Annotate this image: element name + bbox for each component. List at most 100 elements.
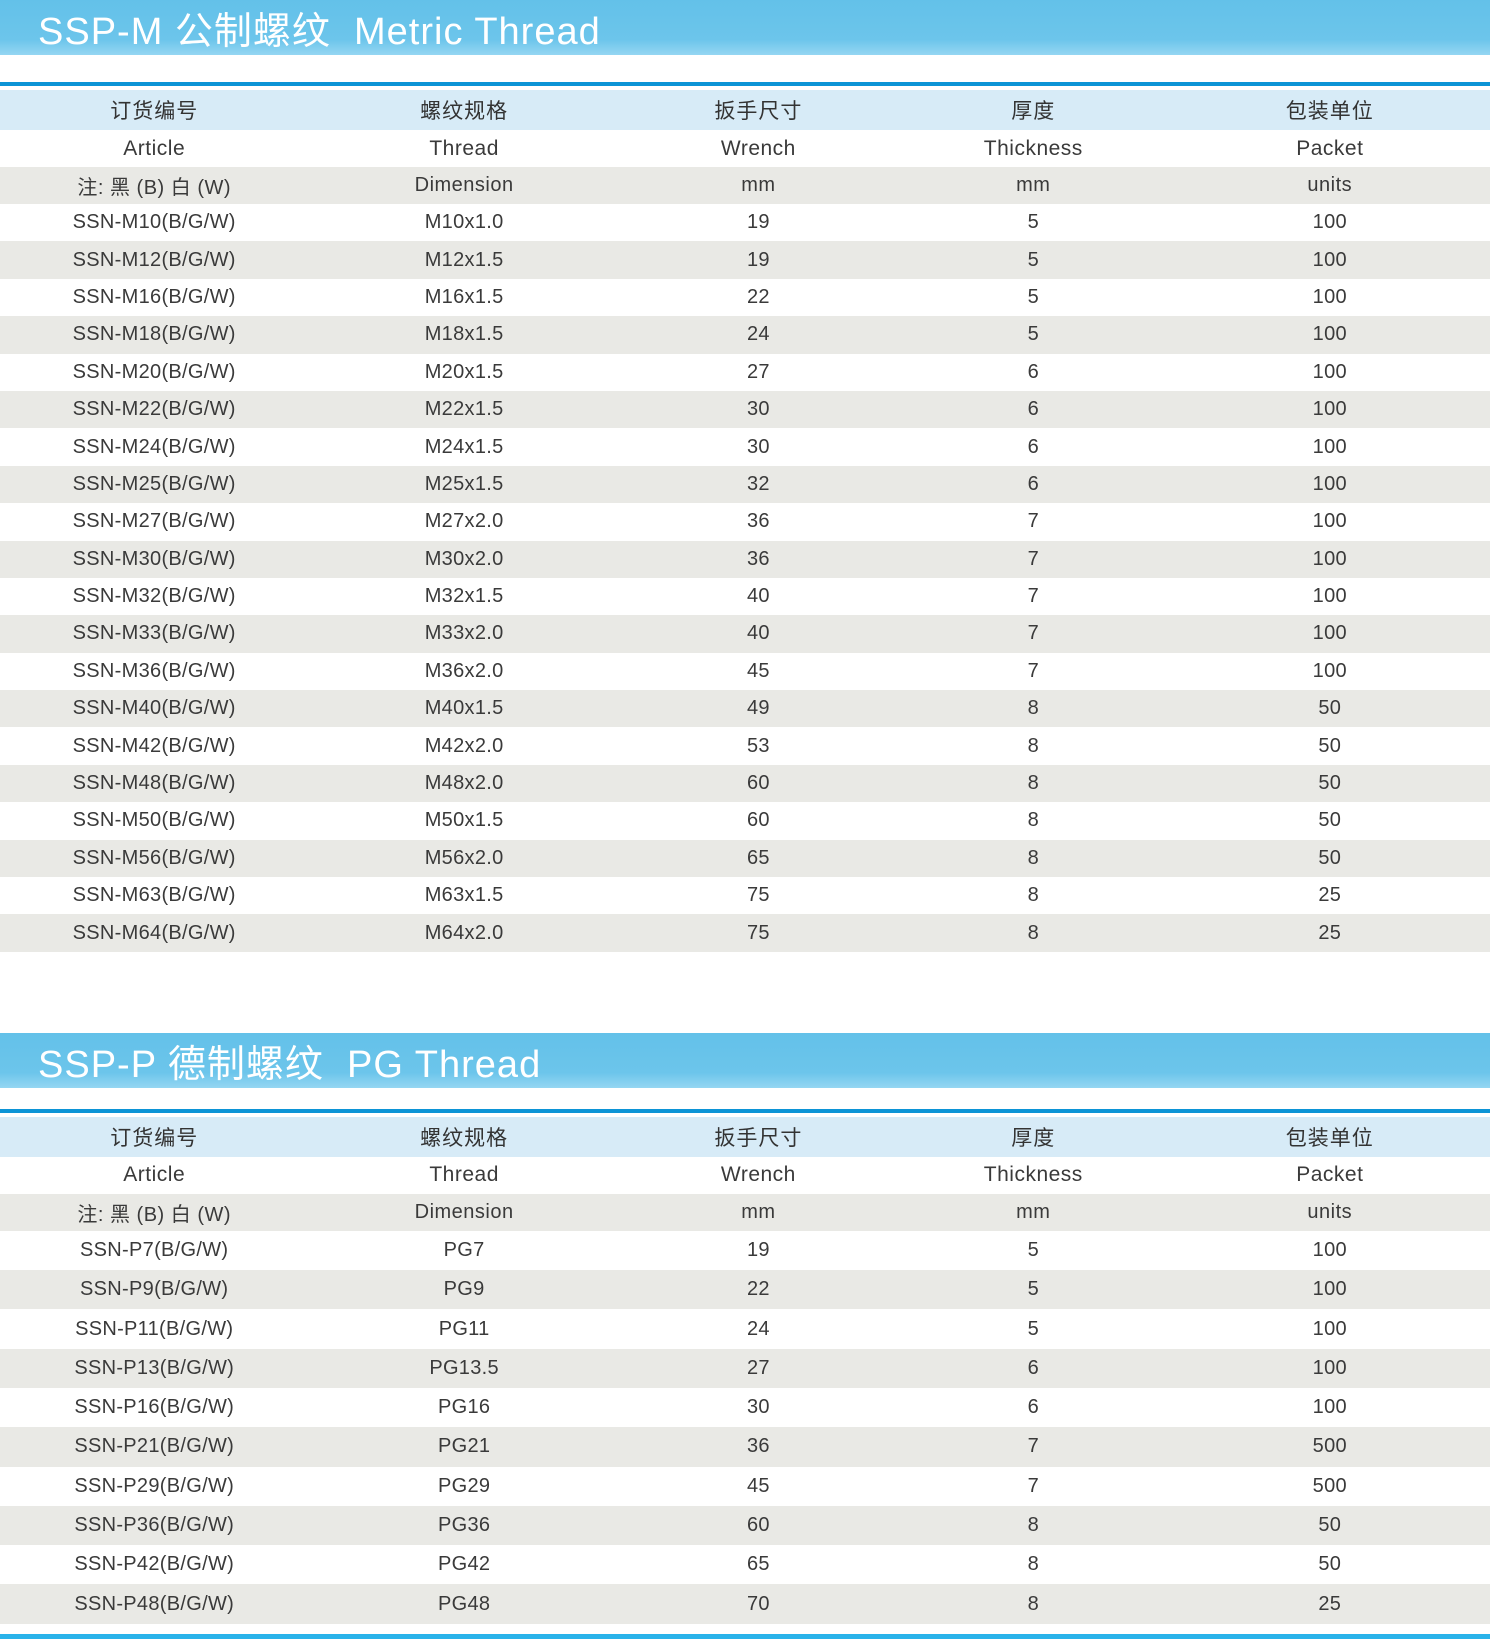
cell-packet-units: 100 [1312,1396,1347,1419]
col-header-thread-zh: 螺纹规格 [420,100,509,123]
cell-thread-dimension: M24x1.5 [424,435,504,458]
cell-thickness: 7 [1027,659,1039,682]
cell-packet-units: 50 [1318,846,1342,869]
col-header-packet-en: Packet [1296,1163,1364,1187]
cell-packet-units: 100 [1312,659,1347,682]
table-row: SSN-M10(B/G/W) M10x1.0 19 5 100 [0,204,1490,242]
cell-thread-dimension: M64x2.0 [424,921,504,944]
cell-thread-dimension: PG36 [437,1514,491,1537]
cell-article: SSN-P42(B/G/W) [74,1553,235,1576]
cell-thread-dimension: M36x2.0 [424,659,504,682]
col-header-dimension: Dimension [414,1200,514,1223]
cell-packet-units: 100 [1312,1356,1347,1379]
table-row: SSN-P42(B/G/W) PG42 65 8 50 [0,1545,1490,1585]
metric-thread-table: 订货编号 螺纹规格 扳手尺寸 厚度 包装单位 Article Thread Wr… [0,90,1490,952]
col-header-packet-zh: 包装单位 [1285,100,1374,123]
cell-wrench-size: 60 [746,1514,770,1537]
cell-wrench-size: 24 [746,1317,770,1340]
table-row: SSN-P7(B/G/W) PG7 19 5 100 [0,1230,1490,1271]
pg-divider-line [0,1108,1490,1113]
cell-thread-dimension: PG42 [437,1553,491,1576]
cell-thickness: 8 [1027,772,1039,795]
cell-thickness: 5 [1027,323,1039,346]
table-row: SSN-M30(B/G/W) M30x2.0 36 7 100 [0,540,1490,578]
cell-thread-dimension: PG29 [437,1474,491,1497]
cell-wrench-size: 36 [746,510,770,533]
cell-packet-units: 100 [1312,323,1347,346]
cell-article: SSN-M40(B/G/W) [72,697,236,720]
cell-thread-dimension: M12x1.5 [424,248,504,271]
cell-thickness: 7 [1027,547,1039,570]
cell-wrench-size: 22 [746,1278,770,1301]
cell-wrench-size: 49 [746,697,770,720]
cell-thread-dimension: PG48 [437,1592,491,1615]
col-header-thickness-en: Thickness [983,1163,1083,1187]
col-header-thread-en: Thread [429,136,499,160]
cell-article: SSN-P16(B/G/W) [74,1396,235,1419]
cell-thread-dimension: M10x1.0 [424,211,504,234]
col-header-thickness-unit: mm [1016,1200,1051,1223]
table-row: SSN-P48(B/G/W) PG48 70 8 25 [0,1584,1490,1624]
cell-thread-dimension: PG16 [437,1396,491,1419]
cell-wrench-size: 60 [746,809,770,832]
cell-article: SSN-P29(B/G/W) [74,1474,235,1497]
cell-article: SSN-P21(B/G/W) [74,1435,235,1458]
cell-article: SSN-P7(B/G/W) [80,1238,229,1261]
cell-article: SSN-M18(B/G/W) [72,323,236,346]
cell-packet-units: 50 [1318,809,1342,832]
cell-packet-units: 50 [1318,697,1342,720]
cell-wrench-size: 30 [746,435,770,458]
metric-divider-line [0,82,1490,86]
table-row: SSN-M56(B/G/W) M56x2.0 65 8 50 [0,839,1490,878]
cell-packet-units: 25 [1318,1592,1342,1615]
col-header-note: 注: 黑 (B) 白 (W) [77,1203,232,1226]
cell-thickness: 8 [1027,846,1039,869]
cell-thickness: 8 [1027,1553,1039,1576]
cell-article: SSN-P11(B/G/W) [75,1317,234,1340]
col-header-wrench-unit: mm [741,174,776,196]
cell-article: SSN-M36(B/G/W) [72,659,236,682]
cell-wrench-size: 75 [746,921,770,944]
cell-packet-units: 100 [1312,510,1347,533]
cell-wrench-size: 27 [746,1356,770,1379]
col-header-thickness-en: Thickness [983,136,1083,160]
cell-thickness: 8 [1027,1592,1039,1615]
cell-thickness: 8 [1027,1514,1039,1537]
cell-thickness: 8 [1027,734,1039,757]
col-header-thickness-zh: 厚度 [1011,1126,1056,1150]
cell-wrench-size: 45 [746,659,770,682]
cell-thickness: 6 [1027,398,1039,421]
metric-section-title: SSP-M 公制螺纹 Metric Thread [38,11,601,53]
cell-thread-dimension: M50x1.5 [424,809,504,832]
cell-thread-dimension: M40x1.5 [424,697,504,720]
cell-article: SSN-M33(B/G/W) [72,622,236,645]
cell-thickness: 8 [1027,921,1039,944]
cell-thickness: 6 [1027,1356,1039,1379]
cell-thread-dimension: M30x2.0 [424,547,504,570]
cell-wrench-size: 19 [746,211,770,234]
cell-packet-units: 500 [1312,1474,1347,1497]
cell-article: SSN-M50(B/G/W) [72,809,236,832]
table-row: SSN-M16(B/G/W) M16x1.5 22 5 100 [0,278,1490,317]
cell-article: SSN-M10(B/G/W) [72,211,236,234]
metric-section-banner: SSP-M 公制螺纹 Metric Thread [0,0,1490,55]
cell-wrench-size: 27 [746,360,770,383]
col-header-article-en: Article [123,136,186,160]
cell-wrench-size: 36 [746,547,770,570]
cell-article: SSN-P36(B/G/W) [74,1514,235,1537]
cell-wrench-size: 19 [746,1238,770,1261]
cell-thickness: 5 [1027,285,1039,308]
col-header-wrench-en: Wrench [720,136,796,160]
cell-packet-units: 50 [1318,1514,1342,1537]
metric-header-row-en: Article Thread Wrench Thickness Packet [0,130,1490,167]
cell-wrench-size: 30 [746,398,770,421]
cell-thread-dimension: PG13.5 [429,1356,499,1379]
pg-header-row-en: Article Thread Wrench Thickness Packet [0,1156,1490,1194]
cell-article: SSN-M56(B/G/W) [72,846,236,869]
cell-article: SSN-P48(B/G/W) [74,1592,235,1615]
cell-thickness: 8 [1027,884,1039,907]
metric-table-body: SSN-M10(B/G/W) M10x1.0 19 5 100 SSN-M12(B/G/W… [0,204,1490,952]
table-row: SSN-M20(B/G/W) M20x1.5 27 6 100 [0,353,1490,391]
cell-article: SSN-M32(B/G/W) [72,585,236,608]
cell-thread-dimension: M48x2.0 [424,772,504,795]
